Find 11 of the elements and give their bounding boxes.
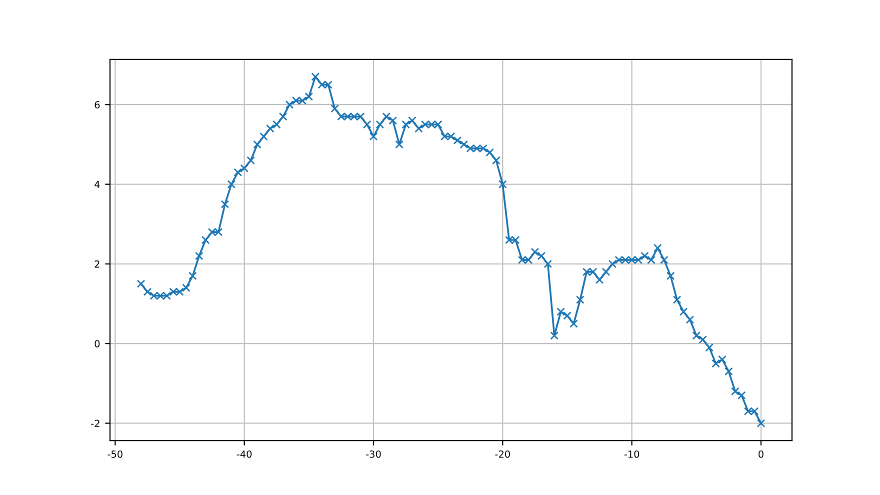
y-tick-label: 4 [94, 180, 100, 188]
y-tick-label: 0 [94, 340, 100, 348]
y-tick-label: -2 [91, 420, 100, 427]
x-tick-label: -20 [495, 450, 510, 458]
y-tick-label: 6 [94, 101, 100, 108]
x-tick-label: -30 [366, 450, 381, 458]
x-tick-label: -50 [108, 450, 122, 458]
x-tick-label: 0 [758, 450, 764, 458]
x-tick-label: -40 [236, 450, 252, 458]
y-tick-label: 2 [94, 260, 100, 268]
x-tick-label: -10 [624, 450, 640, 458]
